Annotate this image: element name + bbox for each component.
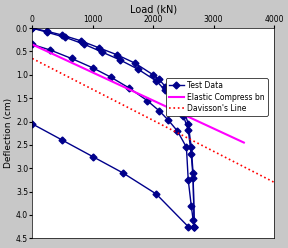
Test Data: [97, 46, 101, 49]
Test Data: [46, 30, 49, 33]
Test Data: [190, 146, 193, 149]
Test Data: [173, 96, 176, 99]
Test Data: [133, 62, 137, 65]
Test Data: [79, 39, 82, 42]
Test Data: [115, 53, 119, 56]
Test Data: [31, 27, 34, 30]
Test Data: [191, 171, 195, 174]
Y-axis label: Deflection (cm): Deflection (cm): [4, 98, 13, 168]
X-axis label: Load (kN): Load (kN): [130, 4, 177, 14]
Test Data: [158, 78, 161, 81]
Test Data: [187, 123, 190, 125]
Test Data: [193, 225, 196, 228]
Test Data: [164, 85, 167, 88]
Line: Test Data: Test Data: [30, 26, 197, 229]
Test Data: [61, 34, 64, 37]
Test Data: [182, 107, 185, 110]
Test Data: [151, 73, 155, 76]
Legend: Test Data, Elastic Compress bn, Davisson's Line: Test Data, Elastic Compress bn, Davisson…: [166, 78, 268, 116]
